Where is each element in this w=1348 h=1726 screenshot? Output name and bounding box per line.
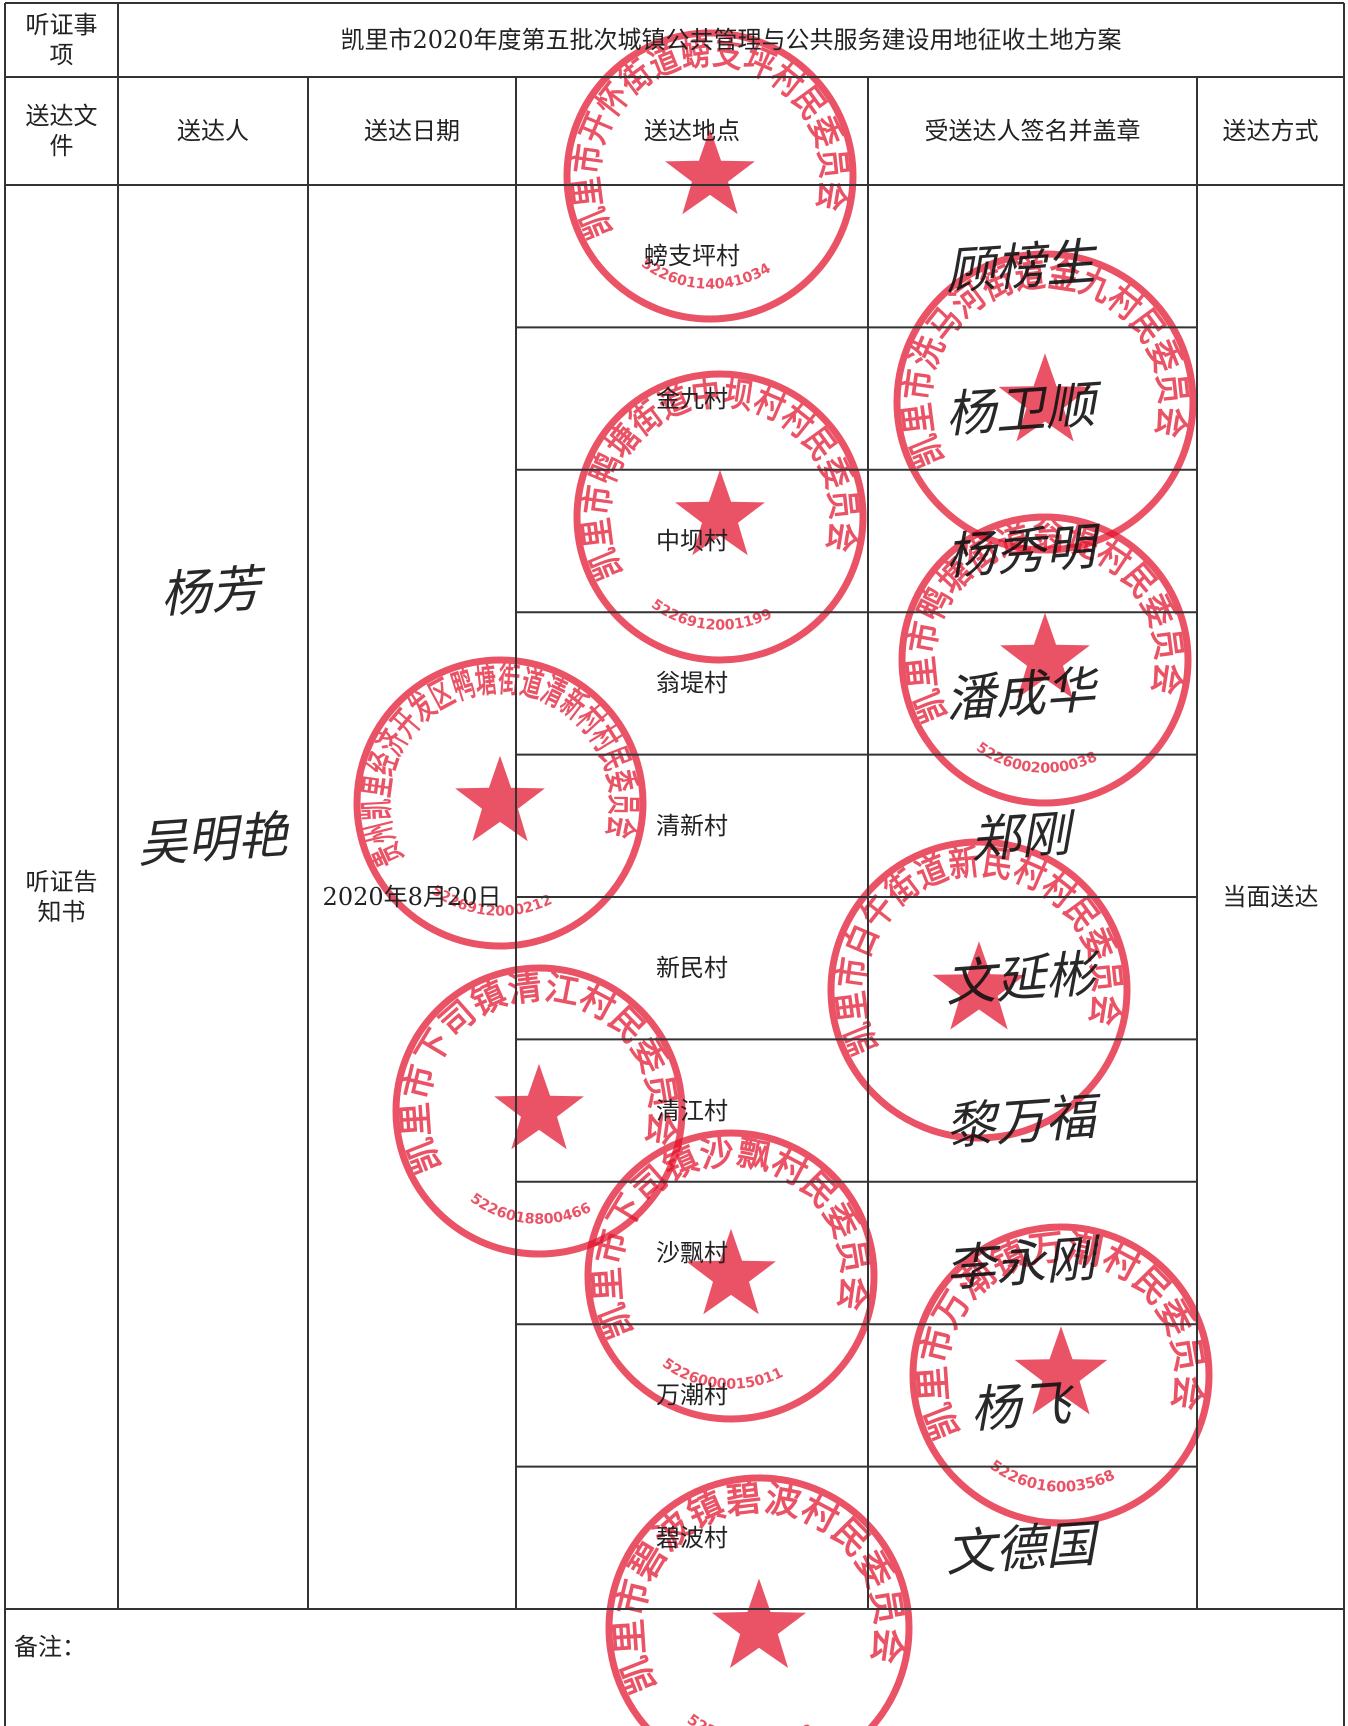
header-title-text: 凯里市2020年度第五批次城镇公共管理与公共服务建设用地征收土地方案 bbox=[340, 26, 1122, 54]
stamp-code: 5226018804082 bbox=[684, 1710, 816, 1726]
column-header-text: 送达地点 bbox=[644, 117, 740, 145]
signature: 李永刚 bbox=[943, 1229, 1098, 1299]
stamp-ring bbox=[563, 29, 857, 323]
stamp-code-text: 5226018804082 bbox=[684, 1710, 816, 1726]
village-place-text: 新民村 bbox=[656, 954, 728, 983]
column-header: 送达文件 bbox=[5, 77, 118, 185]
column-header: 送达日期 bbox=[308, 77, 516, 185]
document-name: 听证告知书 bbox=[5, 185, 118, 1609]
stamp-star bbox=[1014, 1326, 1108, 1415]
column-header: 送达方式 bbox=[1197, 77, 1344, 185]
header-label-text: 听证事项 bbox=[25, 11, 98, 69]
delivery-date: 2020年8月20日 bbox=[308, 185, 516, 1609]
village-place: 翁堤村 bbox=[516, 612, 868, 754]
column-header: 受送达人签名并盖章 bbox=[868, 77, 1197, 185]
village-place: 碧波村 bbox=[516, 1467, 868, 1609]
stamp-ring bbox=[353, 656, 647, 950]
signature: 顾榜生 bbox=[943, 233, 1098, 302]
stamp-ring bbox=[893, 250, 1197, 554]
column-header: 送达人 bbox=[118, 77, 308, 185]
document-name-text: 听证告知书 bbox=[25, 868, 98, 926]
stamp-star bbox=[1000, 612, 1090, 699]
stamp-star bbox=[932, 941, 1026, 1030]
village-place-text: 清新村 bbox=[656, 811, 728, 840]
village-place-text: 碧波村 bbox=[656, 1523, 728, 1552]
village-place: 新民村 bbox=[516, 897, 868, 1039]
delivery-method: 当面送达 bbox=[1197, 185, 1344, 1609]
stamp-ring bbox=[573, 370, 867, 664]
stamp-star bbox=[998, 353, 1092, 442]
signature: 文德国 bbox=[943, 1514, 1098, 1584]
stamp-ring bbox=[605, 1474, 913, 1726]
stamp-code: 5226016003568 bbox=[987, 1457, 1118, 1496]
stamp-ring bbox=[898, 513, 1192, 807]
stamp-star bbox=[665, 128, 755, 215]
village-place: 螃支坪村 bbox=[516, 185, 868, 327]
stamp-star bbox=[494, 1063, 584, 1150]
stamp-star bbox=[686, 1228, 776, 1315]
village-place: 中坝村 bbox=[516, 470, 868, 612]
village-place-text: 万潮村 bbox=[656, 1381, 728, 1410]
village-place: 金九村 bbox=[516, 327, 868, 469]
stamp-star bbox=[711, 1578, 807, 1668]
signature: 郑刚 bbox=[968, 804, 1073, 870]
village-place-text: 螃支坪村 bbox=[644, 242, 740, 271]
village-place-text: 沙飘村 bbox=[656, 1238, 728, 1267]
signature: 杨卫顺 bbox=[943, 375, 1098, 444]
stamp-star bbox=[675, 469, 765, 556]
remark: 备注： bbox=[14, 1633, 86, 1661]
header-label: 听证事项 bbox=[5, 3, 118, 77]
village-place: 万潮村 bbox=[516, 1324, 868, 1466]
signature: 杨秀明 bbox=[943, 517, 1098, 587]
signature: 杨飞 bbox=[968, 1374, 1073, 1439]
village-place: 清江村 bbox=[516, 1039, 868, 1181]
column-header-text: 送达日期 bbox=[364, 117, 460, 145]
delivery-method-text: 当面送达 bbox=[1222, 883, 1319, 911]
column-header-text: 受送达人签名并盖章 bbox=[924, 117, 1141, 145]
header-title: 凯里市2020年度第五批次城镇公共管理与公共服务建设用地征收土地方案 bbox=[118, 3, 1344, 77]
delivery-date-text: 2020年8月20日 bbox=[322, 883, 502, 911]
column-header-text: 送达人 bbox=[177, 117, 249, 145]
column-header-text: 送达方式 bbox=[1222, 117, 1319, 145]
stamp-ring bbox=[909, 1223, 1213, 1527]
village-place-text: 清江村 bbox=[656, 1096, 728, 1125]
column-header-text: 送达文件 bbox=[25, 102, 98, 160]
stamp-code: 5226002000038 bbox=[973, 740, 1099, 777]
stamp-star bbox=[455, 755, 545, 842]
village-place-text: 中坝村 bbox=[656, 526, 728, 555]
stamp-code-text: 5226016003568 bbox=[987, 1457, 1118, 1496]
signature: 吴明艳 bbox=[135, 805, 290, 875]
stamp-code-text: 5226002000038 bbox=[973, 740, 1099, 777]
signature: 黎万福 bbox=[943, 1087, 1098, 1156]
village-place: 沙飘村 bbox=[516, 1182, 868, 1324]
signature: 杨芳 bbox=[158, 559, 263, 625]
signature: 文延彬 bbox=[943, 945, 1098, 1014]
stamp-ring bbox=[584, 1129, 878, 1423]
village-place-text: 金九村 bbox=[656, 384, 728, 413]
stamp-ring bbox=[392, 964, 686, 1258]
stamp-ring bbox=[827, 838, 1131, 1142]
village-place-text: 翁堤村 bbox=[656, 669, 728, 698]
village-place: 清新村 bbox=[516, 755, 868, 897]
signature: 潘成华 bbox=[943, 660, 1098, 729]
column-header: 送达地点 bbox=[516, 77, 868, 185]
